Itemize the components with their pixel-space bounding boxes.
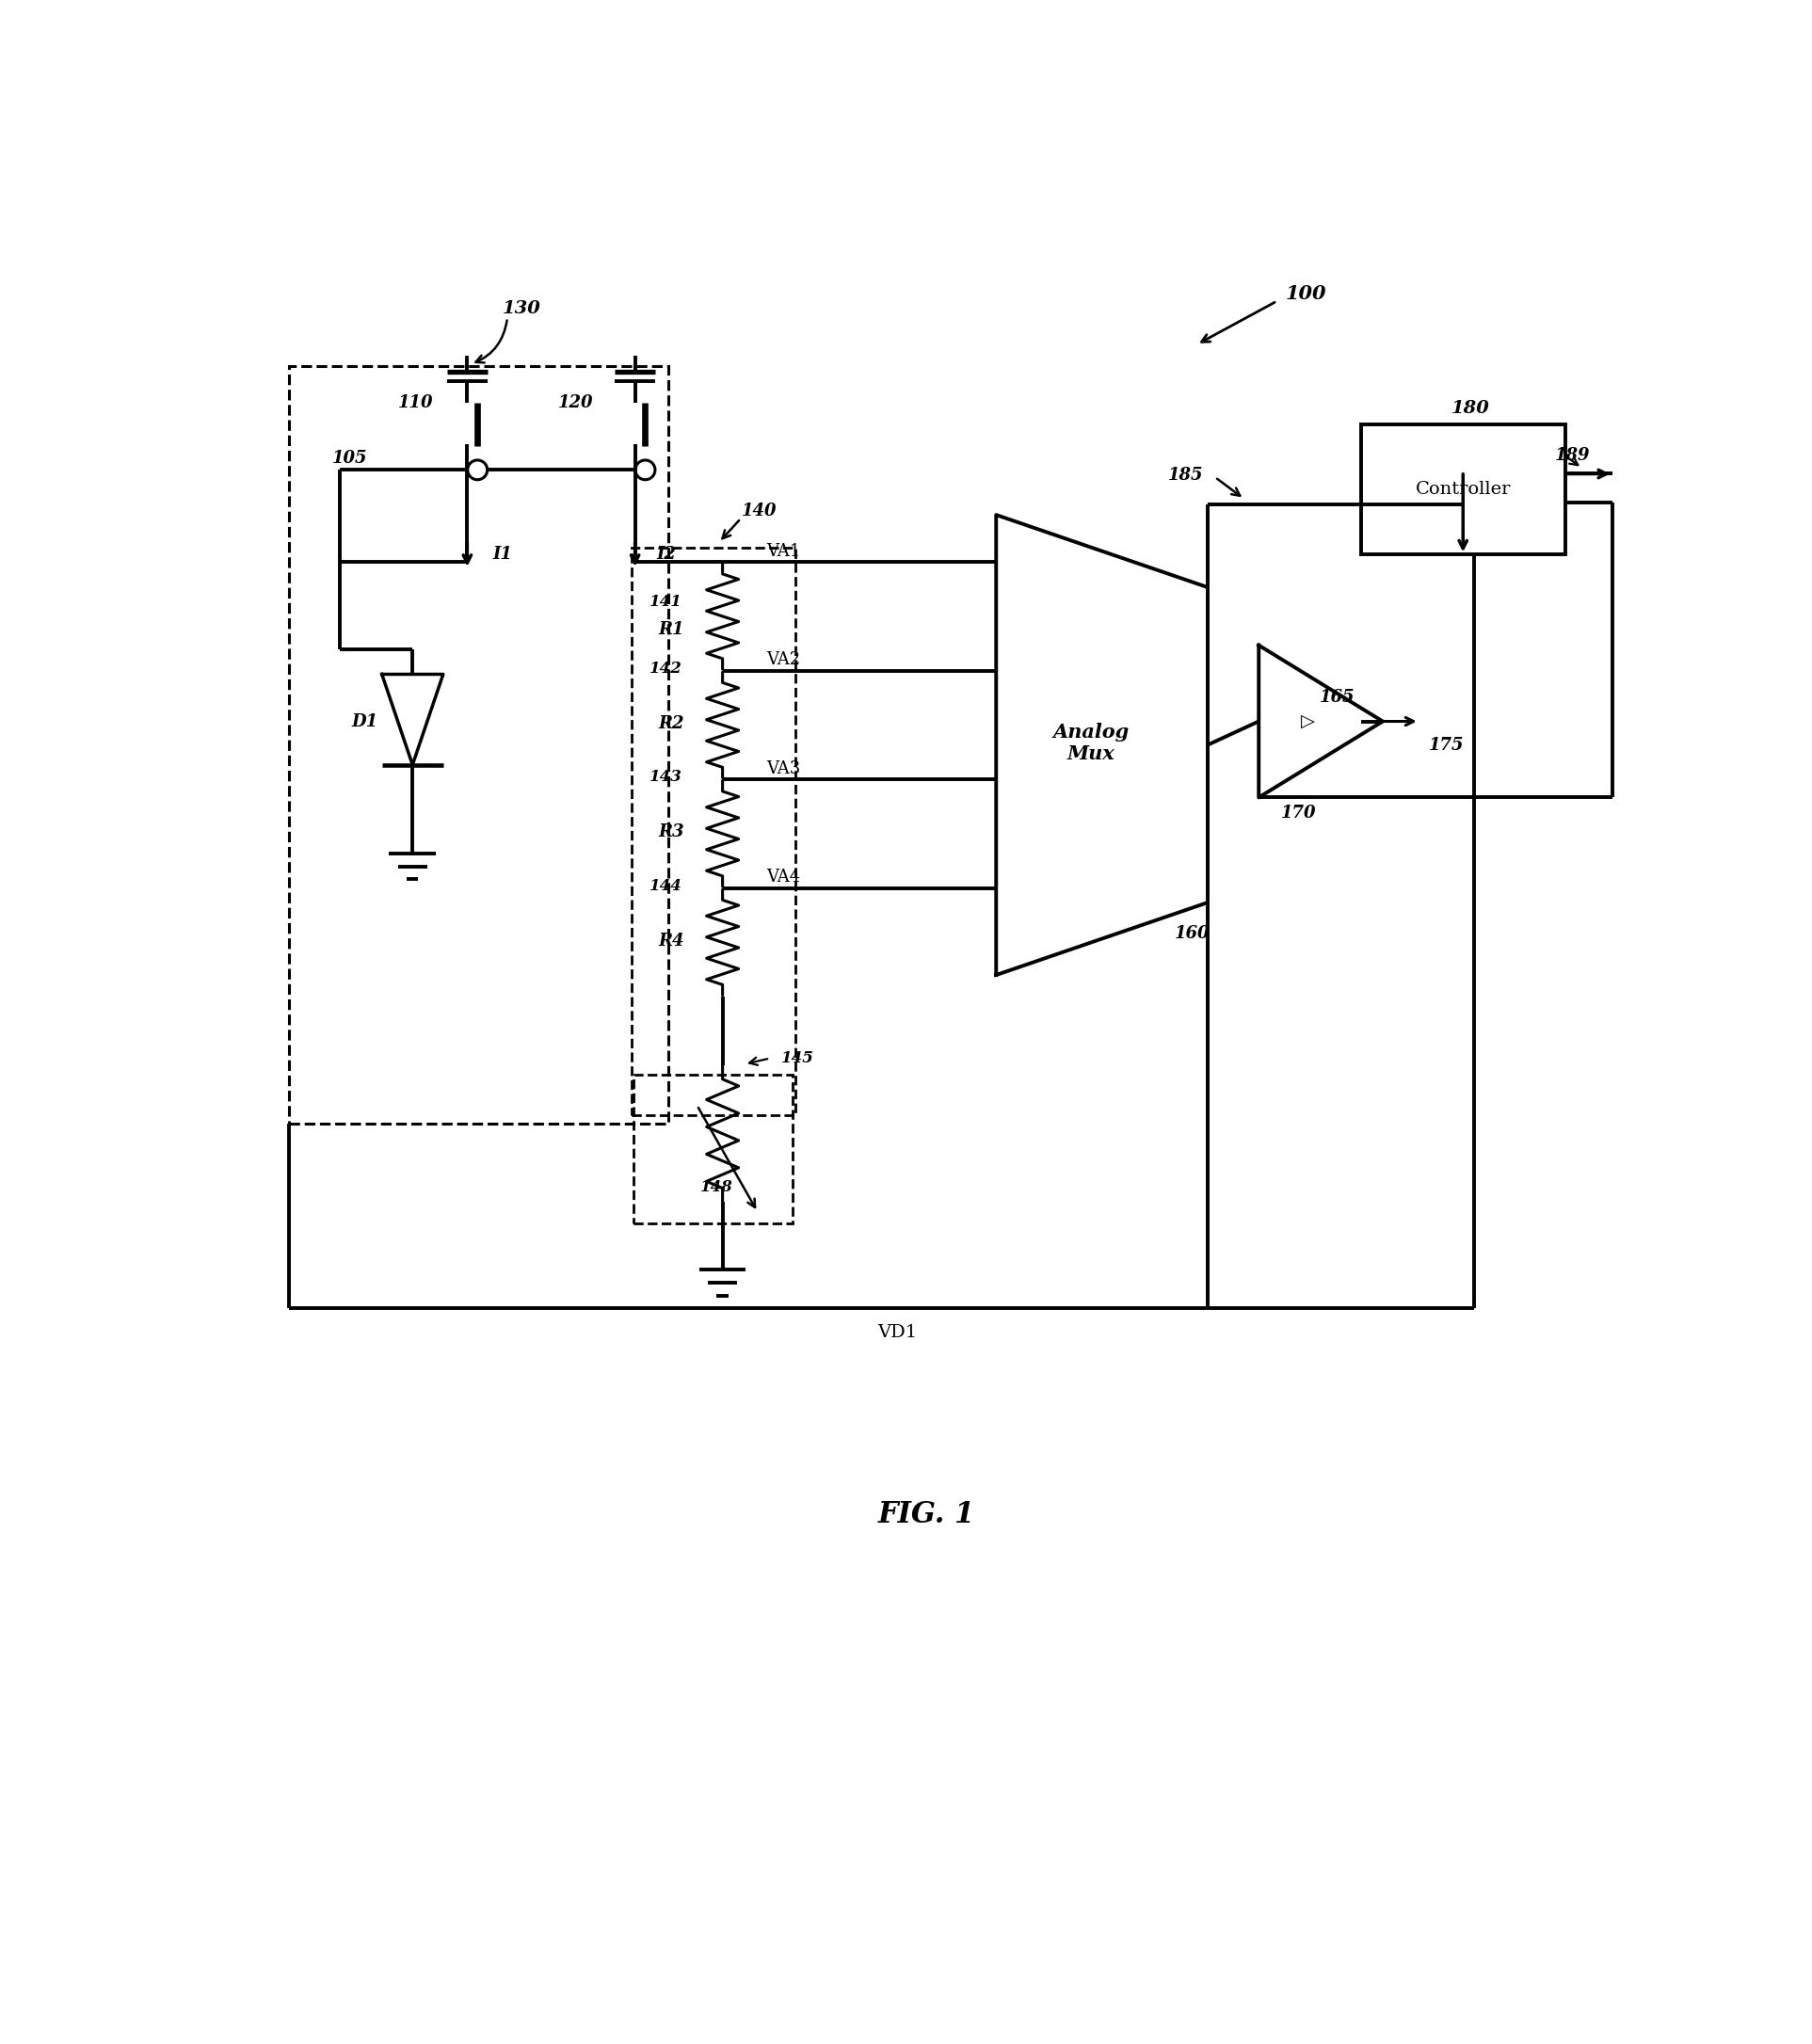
Text: 180: 180 bbox=[1451, 401, 1489, 417]
Text: I2: I2 bbox=[658, 546, 676, 564]
Text: 143: 143 bbox=[651, 769, 683, 785]
Text: R4: R4 bbox=[660, 932, 685, 948]
Text: Controller: Controller bbox=[1415, 480, 1511, 499]
Text: FIG. 1: FIG. 1 bbox=[879, 1500, 975, 1529]
Text: VA4: VA4 bbox=[766, 869, 801, 885]
Text: 140: 140 bbox=[741, 503, 777, 519]
Text: 120: 120 bbox=[558, 394, 594, 411]
Text: D1: D1 bbox=[352, 713, 379, 730]
Bar bbox=[634, 1075, 792, 1224]
Text: 148: 148 bbox=[699, 1179, 734, 1196]
Text: 100: 100 bbox=[1287, 284, 1326, 303]
Text: 160: 160 bbox=[1174, 926, 1210, 942]
Text: 145: 145 bbox=[781, 1051, 814, 1067]
Text: 142: 142 bbox=[651, 660, 683, 677]
Text: I1: I1 bbox=[493, 546, 513, 564]
Text: 105: 105 bbox=[332, 450, 368, 466]
Text: 141: 141 bbox=[651, 595, 683, 609]
Text: VD1: VD1 bbox=[877, 1325, 917, 1341]
Text: R3: R3 bbox=[660, 824, 685, 840]
Text: Analog
Mux: Analog Mux bbox=[1053, 724, 1129, 762]
Text: VA3: VA3 bbox=[766, 760, 801, 777]
Bar bbox=[288, 366, 669, 1124]
Text: 185: 185 bbox=[1169, 466, 1203, 484]
Text: 110: 110 bbox=[399, 394, 433, 411]
Text: ▷: ▷ bbox=[1301, 713, 1316, 730]
Text: 130: 130 bbox=[502, 300, 542, 317]
Text: 170: 170 bbox=[1281, 805, 1317, 822]
Text: VA1: VA1 bbox=[766, 542, 801, 560]
Text: 165: 165 bbox=[1319, 689, 1354, 705]
Text: 175: 175 bbox=[1428, 736, 1464, 754]
Bar bbox=[631, 548, 795, 1114]
Text: R1: R1 bbox=[660, 621, 685, 638]
Polygon shape bbox=[382, 675, 444, 764]
Text: 144: 144 bbox=[651, 877, 683, 893]
Bar bbox=[1361, 425, 1566, 554]
Text: VA2: VA2 bbox=[766, 652, 801, 668]
Text: R2: R2 bbox=[660, 715, 685, 732]
Text: 189: 189 bbox=[1555, 448, 1591, 464]
